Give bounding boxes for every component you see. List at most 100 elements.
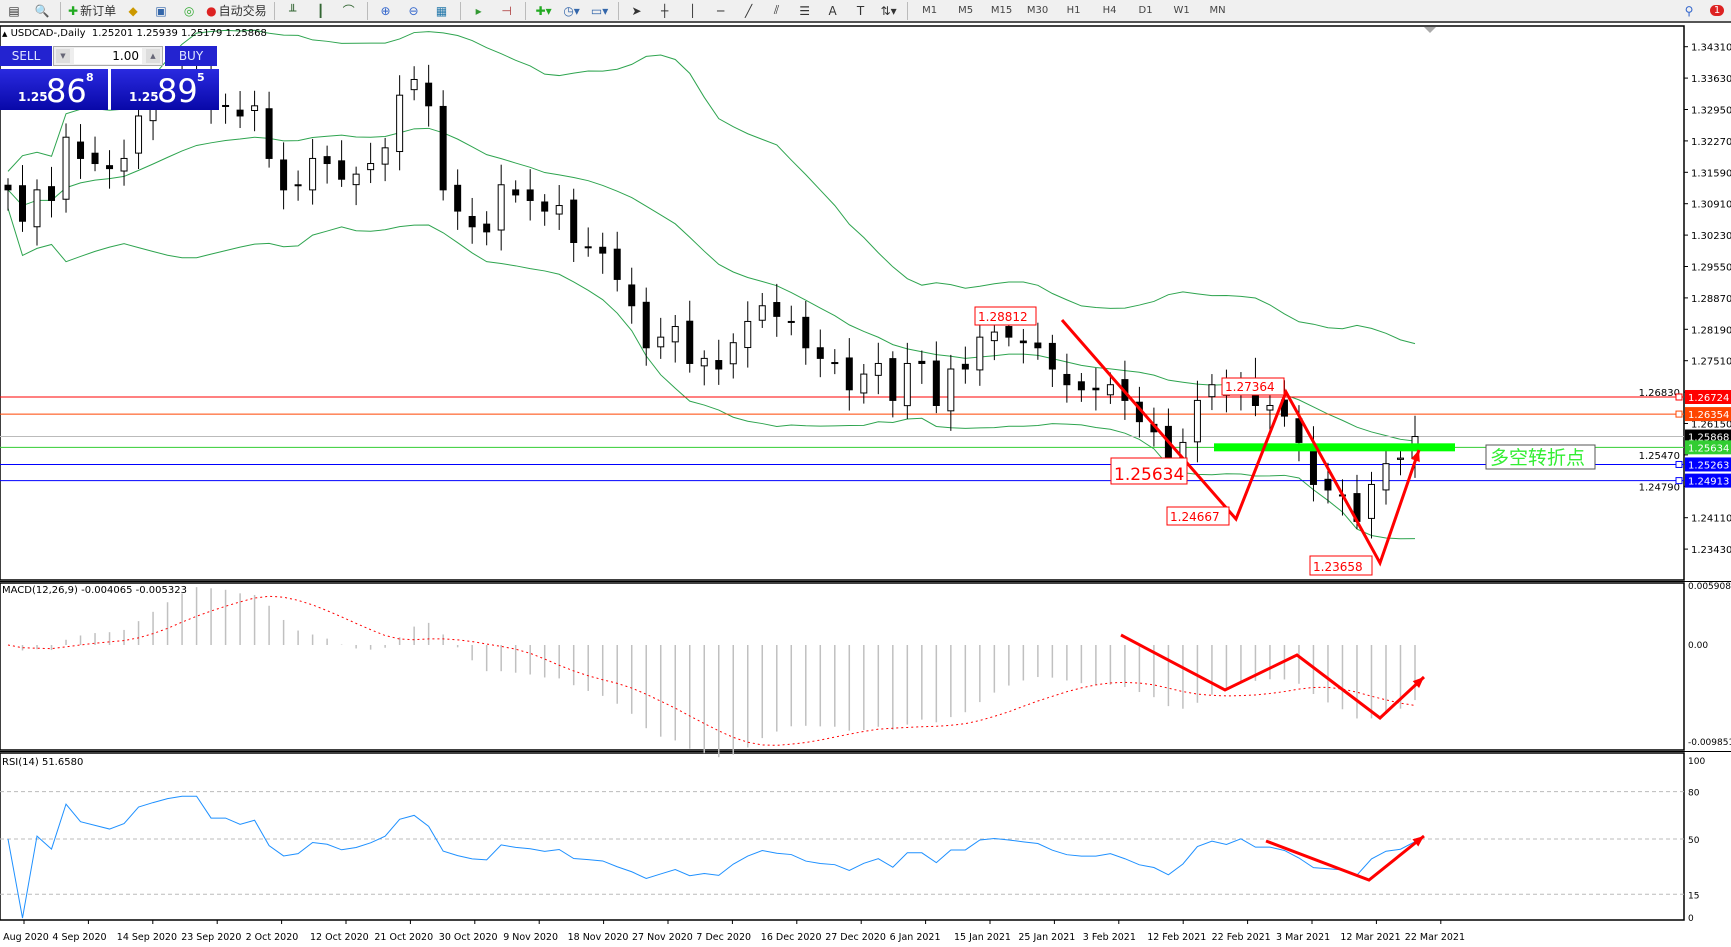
- buy-price-button[interactable]: 1.25 89 5: [111, 69, 219, 110]
- date-tick-label: 22 Mar 2021: [1405, 932, 1465, 943]
- arrows-icon[interactable]: ⇅▾: [880, 3, 897, 18]
- candle: [352, 166, 360, 206]
- candle: [1077, 372, 1085, 402]
- toolbar: ▤ 🔍 ✚ 新订单 ◆ ▣ ◎ ● 自动交易 ╨ ┃ ⌒ ⊕ ⊖ ▦ ▸ ⊣ ✚▾ …: [0, 0, 1731, 23]
- rsi-axis-label: 80: [1688, 789, 1700, 799]
- candle-body: [831, 362, 839, 365]
- periods-icon[interactable]: ◷▾: [563, 3, 580, 18]
- lot-increase-button[interactable]: ▲: [146, 49, 160, 63]
- candlestick-chart-icon[interactable]: ┃: [316, 3, 325, 18]
- vertical-line-icon[interactable]: │: [688, 3, 697, 18]
- auto-trading-button[interactable]: ● 自动交易: [203, 1, 270, 21]
- line-chart-icon[interactable]: ⌒: [342, 4, 355, 18]
- timeframe-w1[interactable]: W1: [1173, 5, 1190, 16]
- tile-windows-icon[interactable]: ▦: [435, 3, 448, 18]
- zoom-out-icon[interactable]: ⊖: [408, 3, 419, 18]
- timeframe-m1[interactable]: M1: [922, 5, 938, 16]
- separator: [906, 1, 908, 20]
- text-label-icon[interactable]: T: [856, 3, 865, 18]
- zoom-in-icon[interactable]: ⊕: [380, 3, 391, 18]
- pivot-text-box: [1485, 444, 1596, 470]
- chart-panel: [0, 25, 1685, 581]
- navigator-icon[interactable]: ▣: [155, 3, 167, 18]
- date-tick-label: 27 Dec 2020: [825, 932, 886, 943]
- candle: [367, 142, 375, 184]
- timeframe-d1[interactable]: D1: [1138, 5, 1153, 16]
- rsi-axis-label: 50: [1688, 836, 1700, 846]
- indicators-icon[interactable]: ✚▾: [535, 3, 552, 18]
- trendline-icon[interactable]: ╱: [744, 3, 753, 18]
- auto-scroll-icon[interactable]: ▸: [475, 3, 482, 18]
- candle-body: [1266, 404, 1274, 411]
- timeframe-bar: M1 M5 M15 M30 H1 H4 D1 W1 MN: [912, 1, 1236, 21]
- zoom-chart-icon[interactable]: 🔍: [34, 3, 50, 18]
- timeframe-m5[interactable]: M5: [958, 5, 974, 16]
- signals-icon[interactable]: ◎: [183, 3, 195, 18]
- horizontal-line-icon[interactable]: ─: [716, 3, 725, 18]
- market-watch-icon[interactable]: ◆: [128, 3, 138, 18]
- timeframe-m30[interactable]: M30: [1026, 5, 1049, 16]
- candle-body: [280, 159, 288, 191]
- price-tick-label: 1.32950: [1691, 106, 1731, 117]
- candle: [816, 329, 824, 378]
- candle: [787, 305, 795, 336]
- timeframe-m15[interactable]: M15: [990, 5, 1013, 16]
- collapse-arrow-icon[interactable]: ▲: [2, 30, 8, 38]
- sell-price-point: 8: [86, 71, 94, 84]
- candle: [280, 142, 288, 210]
- price-tick-label: 1.24790: [1639, 482, 1680, 493]
- lot-size-input[interactable]: 1.00: [74, 48, 142, 64]
- candle-body: [1367, 483, 1375, 519]
- search-icon[interactable]: ⚲: [1684, 3, 1694, 18]
- price-tick-label: 1.30910: [1691, 200, 1731, 211]
- bar-chart-icon[interactable]: ╨: [288, 3, 297, 18]
- candle-body: [802, 316, 810, 349]
- price-tick-label: 1.23430: [1691, 545, 1731, 556]
- date-tick-label: 16 Dec 2020: [761, 932, 822, 943]
- crosshair-icon[interactable]: ┼: [660, 3, 669, 18]
- fibonacci-icon[interactable]: ☰: [799, 3, 810, 18]
- cursor-icon[interactable]: ➤: [631, 3, 642, 18]
- text-icon[interactable]: A: [828, 3, 837, 18]
- sell-button[interactable]: SELL: [0, 46, 52, 66]
- new-order-button[interactable]: ✚ 新订单: [65, 1, 119, 21]
- line-handle: [1675, 410, 1683, 418]
- lot-size-stepper[interactable]: ▼ 1.00 ▲: [53, 46, 163, 66]
- chart-window-icon[interactable]: ▤: [8, 3, 20, 18]
- timeframe-mn[interactable]: MN: [1209, 5, 1226, 16]
- candle: [845, 338, 853, 411]
- rsi-axis-label: 0: [1688, 914, 1694, 924]
- candle: [831, 349, 839, 375]
- price-tick-label: 1.30230: [1691, 231, 1731, 242]
- templates-icon[interactable]: ▭▾: [590, 3, 609, 18]
- candle-body: [265, 108, 273, 159]
- sell-price-button[interactable]: 1.25 86 8: [0, 69, 108, 110]
- line-handle: [1675, 460, 1683, 468]
- macd-axis-label: 0.00: [1688, 641, 1708, 651]
- notifications-icon[interactable]: 1: [1703, 1, 1731, 21]
- price-tag: [1685, 440, 1731, 455]
- candle-body: [468, 215, 476, 228]
- buy-price-big: 1.25: [129, 90, 159, 104]
- candle: [932, 341, 940, 414]
- candle: [396, 75, 404, 171]
- candle: [1382, 443, 1390, 505]
- candle: [1092, 367, 1100, 411]
- price-tick-label: 1.28870: [1691, 294, 1731, 305]
- separator: [617, 1, 619, 20]
- lot-decrease-button[interactable]: ▼: [56, 49, 70, 63]
- notification-badge: 1: [1709, 5, 1725, 16]
- bollinger-upper-band: [7, 29, 1416, 345]
- candle: [338, 140, 346, 187]
- macd-axis-label: 0.005908: [1688, 582, 1731, 592]
- equidistant-channel-icon[interactable]: ⫽: [773, 3, 780, 17]
- buy-button[interactable]: BUY: [165, 46, 217, 66]
- macd-signal-line: [7, 595, 1416, 746]
- chart-shift-icon[interactable]: ⊣: [501, 3, 512, 18]
- date-tick-label: 26 Aug 2020: [0, 932, 49, 943]
- candle: [381, 137, 389, 182]
- timeframe-h4[interactable]: H4: [1102, 5, 1117, 16]
- timeframe-h1[interactable]: H1: [1066, 5, 1081, 16]
- date-tick-label: 2 Oct 2020: [246, 932, 299, 943]
